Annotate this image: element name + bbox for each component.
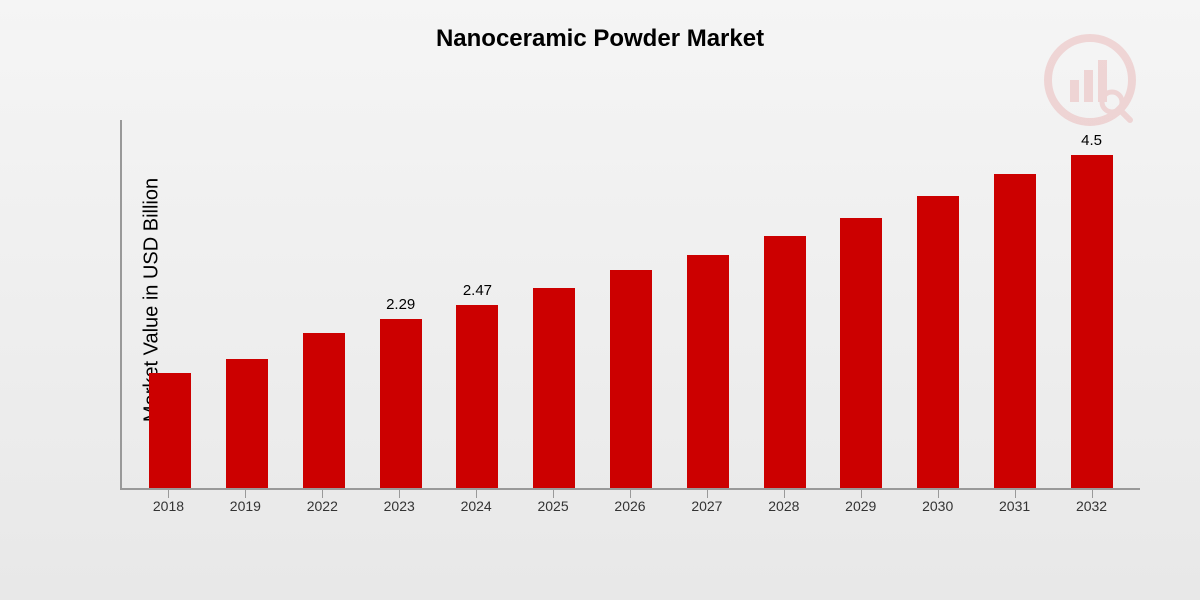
bar-wrap xyxy=(746,120,823,488)
x-tick xyxy=(861,490,862,498)
bar-wrap xyxy=(900,120,977,488)
bar xyxy=(226,359,268,489)
x-tick xyxy=(784,490,785,498)
bar xyxy=(764,236,806,488)
x-tick-label: 2026 xyxy=(592,498,669,514)
chart-title: Nanoceramic Powder Market xyxy=(436,25,764,53)
watermark-logo xyxy=(1040,30,1140,130)
bar xyxy=(303,333,345,488)
bar xyxy=(456,305,498,488)
bar xyxy=(610,270,652,488)
bar-value-label: 4.5 xyxy=(1081,132,1102,149)
bar xyxy=(149,373,191,488)
x-tick-label: 2027 xyxy=(668,498,745,514)
x-tick xyxy=(1092,490,1093,498)
bar-wrap xyxy=(209,120,286,488)
x-tick-label: 2031 xyxy=(976,498,1053,514)
bar-wrap xyxy=(132,120,209,488)
x-tick xyxy=(168,490,169,498)
chart-plot-area: 2.29 2.47 4.5 xyxy=(120,120,1140,490)
bar-wrap xyxy=(669,120,746,488)
x-tick xyxy=(938,490,939,498)
bars-container: 2.29 2.47 4.5 xyxy=(122,120,1140,488)
x-tick xyxy=(1015,490,1016,498)
bar-wrap: 2.47 xyxy=(439,120,516,488)
x-tick xyxy=(553,490,554,498)
bar-wrap xyxy=(593,120,670,488)
x-tick-label: 2018 xyxy=(130,498,207,514)
x-tick xyxy=(245,490,246,498)
bar xyxy=(917,196,959,488)
x-tick-label: 2030 xyxy=(899,498,976,514)
bar xyxy=(380,319,422,488)
x-tick-label: 2032 xyxy=(1053,498,1130,514)
bar-wrap: 4.5 xyxy=(1053,120,1130,488)
x-tick-label: 2029 xyxy=(822,498,899,514)
bar-wrap xyxy=(286,120,363,488)
bar-value-label: 2.47 xyxy=(463,282,492,299)
x-tick xyxy=(707,490,708,498)
bar xyxy=(994,174,1036,489)
x-tick xyxy=(322,490,323,498)
x-tick-label: 2024 xyxy=(438,498,515,514)
x-axis-labels: 2018201920222023202420252026202720282029… xyxy=(120,498,1140,514)
bar-wrap xyxy=(823,120,900,488)
bar xyxy=(533,288,575,488)
bar-wrap xyxy=(976,120,1053,488)
x-tick xyxy=(476,490,477,498)
x-tick xyxy=(399,490,400,498)
x-tick-label: 2028 xyxy=(745,498,822,514)
bar xyxy=(1071,155,1113,488)
x-tick-label: 2022 xyxy=(284,498,361,514)
bar-value-label: 2.29 xyxy=(386,296,415,313)
x-tick-label: 2023 xyxy=(361,498,438,514)
bar-wrap: 2.29 xyxy=(362,120,439,488)
bar-wrap xyxy=(516,120,593,488)
x-tick-label: 2019 xyxy=(207,498,284,514)
x-tick-label: 2025 xyxy=(515,498,592,514)
bar xyxy=(687,255,729,488)
x-tick xyxy=(630,490,631,498)
bar xyxy=(840,218,882,488)
